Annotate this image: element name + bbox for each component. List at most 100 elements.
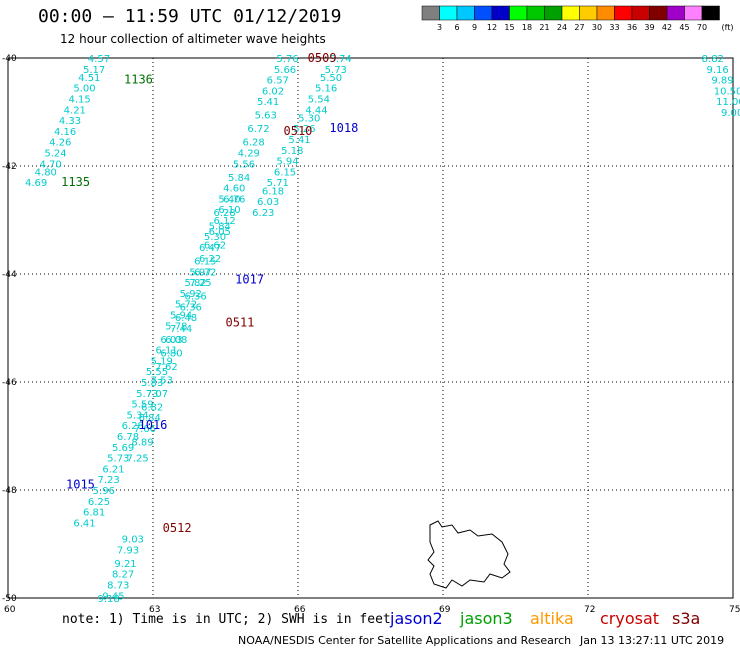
swh-value: 4.29 xyxy=(238,149,260,160)
swh-value: 6.11 xyxy=(156,346,178,357)
swh-value: 7.44 xyxy=(170,324,192,335)
swh-value: 5.16 xyxy=(315,84,337,95)
swh-value: 4.69 xyxy=(25,178,47,189)
swh-value: 5.26 xyxy=(293,124,315,135)
swh-value: 5.84 xyxy=(228,173,250,184)
pass-label: 0512 xyxy=(163,521,192,535)
x-tick-label: 60 xyxy=(4,605,16,615)
swh-value: 9.18 xyxy=(98,594,120,605)
colorbar-tick: 36 xyxy=(627,23,637,32)
swh-value: 5.73 xyxy=(325,65,347,76)
units-note: note: 1) Time is in UTC; 2) SWH is in fe… xyxy=(62,612,391,627)
swh-value: 6.22 xyxy=(199,254,221,265)
colorbar-tick: 45 xyxy=(679,23,689,32)
swh-value: 5.66 xyxy=(274,65,296,76)
swh-value: 7.25 xyxy=(127,454,149,465)
swh-value: 5.69 xyxy=(112,443,134,454)
swh-value: 5.30 xyxy=(298,113,320,124)
swh-value: 6.05 xyxy=(209,227,231,238)
y-tick-label: -42 xyxy=(2,162,17,172)
swh-value: 6.82 xyxy=(141,402,163,413)
swh-value: 5.83 xyxy=(141,378,163,389)
colorbar-tick: 24 xyxy=(557,23,567,32)
swh-value: 5.50 xyxy=(320,73,342,84)
colorbar-tick: 12 xyxy=(487,23,497,32)
pass-label: 1016 xyxy=(139,418,168,432)
pass-label: 1017 xyxy=(235,272,264,286)
swh-value: 7.66 xyxy=(134,424,156,435)
colorbar-swatch xyxy=(666,5,685,21)
swh-value: 5.18 xyxy=(281,146,303,157)
swh-value: 4.70 xyxy=(40,159,62,170)
swh-value: 5.82 xyxy=(185,278,207,289)
swh-value: 8.89 xyxy=(131,437,153,448)
pass-label: 1136 xyxy=(124,73,153,87)
swh-value: 6.81 xyxy=(83,508,105,519)
colorbar-tick: 15 xyxy=(504,23,514,32)
y-tick-label: -50 xyxy=(2,594,17,604)
legend-jason2: jason2 xyxy=(390,609,443,628)
swh-value: 5.84 xyxy=(209,221,231,232)
swh-value: 6.03 xyxy=(257,197,279,208)
x-tick-label: 66 xyxy=(294,605,306,615)
swh-value: 6.36 xyxy=(180,302,202,313)
swh-value: 6.84 xyxy=(139,413,161,424)
swh-value: 4.80 xyxy=(35,167,57,178)
swh-value: 6.72 xyxy=(194,267,216,278)
swh-value: 6.41 xyxy=(73,518,95,529)
colorbar-swatch xyxy=(509,5,528,21)
swh-value: 11.00 xyxy=(716,97,740,108)
swh-value: 7.93 xyxy=(117,545,139,556)
swh-value: 6.23 xyxy=(252,208,274,219)
swh-value: 6.57 xyxy=(267,76,289,87)
swh-value: 7.25 xyxy=(189,278,211,289)
swh-value: 4.60 xyxy=(223,184,245,195)
swh-value: 6.48 xyxy=(175,313,197,324)
swh-value: 5.96 xyxy=(93,486,115,497)
colorbar-swatch xyxy=(614,5,633,21)
pass-label: 0511 xyxy=(226,316,255,330)
swh-value: 5.30 xyxy=(204,232,226,243)
colorbar-swatch xyxy=(439,5,458,21)
swh-value: 4.51 xyxy=(78,73,100,84)
swh-value: 6.15 xyxy=(274,167,296,178)
swh-value: 5.97 xyxy=(189,267,211,278)
swh-value: 5.41 xyxy=(288,135,310,146)
swh-value: 6.76 xyxy=(223,194,245,205)
swh-value: 5.17 xyxy=(83,65,105,76)
y-tick-label: -46 xyxy=(2,378,17,388)
colorbar-tick: 42 xyxy=(662,23,672,32)
swh-value: 6.03 xyxy=(160,335,182,346)
colorbar-swatch xyxy=(544,5,563,21)
swh-value: 5.59 xyxy=(131,400,153,411)
swh-value: 6.15 xyxy=(194,257,216,268)
swh-value: 6.80 xyxy=(160,348,182,359)
swh-value: 4.33 xyxy=(59,116,81,127)
swh-value: 6.36 xyxy=(185,292,207,303)
swh-value: 6.08 xyxy=(165,335,187,346)
swh-value: 6.28 xyxy=(122,421,144,432)
colorbar-tick: 27 xyxy=(574,23,584,32)
swh-value: 5.55 xyxy=(146,367,168,378)
swh-value: 9.45 xyxy=(102,591,124,602)
swh-value: 4.16 xyxy=(54,127,76,138)
swh-value: 5.19 xyxy=(151,356,173,367)
swh-value: 5.56 xyxy=(233,159,255,170)
chart-title: 00:00 – 11:59 UTC 01/12/2019 xyxy=(38,6,342,27)
legend-cryosat: cryosat xyxy=(600,609,660,628)
y-tick-label: -40 xyxy=(2,54,17,64)
swh-value: 5.94 xyxy=(276,157,298,168)
swh-value: 5.74 xyxy=(330,54,352,65)
swh-value: 6.02 xyxy=(262,86,284,97)
colorbar-swatch xyxy=(456,5,475,21)
colorbar-tick: 18 xyxy=(522,23,532,32)
swh-value: 9.16 xyxy=(707,65,729,76)
colorbar-tick: 30 xyxy=(592,23,602,32)
y-tick-label: -48 xyxy=(2,486,17,496)
generated-timestamp: Jan 13 13:27:11 UTC 2019 xyxy=(580,634,725,647)
colorbar-swatch xyxy=(684,5,703,21)
coastline-outline xyxy=(427,520,511,589)
chart-subtitle: 12 hour collection of altimeter wave hei… xyxy=(60,32,326,46)
colorbar-unit: (ft) xyxy=(722,23,734,32)
